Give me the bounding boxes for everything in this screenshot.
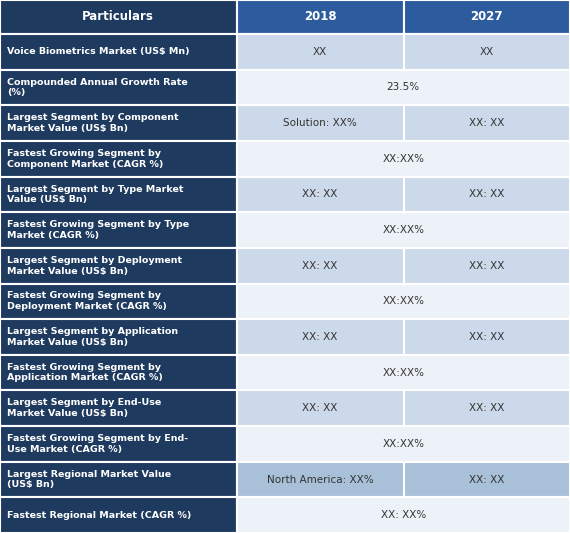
Bar: [404, 248, 570, 284]
Bar: [0, 212, 237, 248]
Text: XX: XX: XX: XX: [469, 474, 504, 484]
Text: 2018: 2018: [304, 11, 336, 23]
Bar: [404, 106, 570, 141]
Text: XX: XX: XX: XX: [469, 403, 504, 413]
Text: XX: XX: [313, 47, 327, 57]
Bar: [0, 70, 237, 106]
Text: Largest Regional Market Value
(US$ Bn): Largest Regional Market Value (US$ Bn): [7, 470, 172, 489]
Bar: [237, 212, 570, 248]
Text: XX:XX%: XX:XX%: [382, 439, 424, 449]
Text: XX: XX: XX: XX: [302, 189, 338, 199]
Text: Fastest Growing Segment by Type
Market (CAGR %): Fastest Growing Segment by Type Market (…: [7, 220, 190, 240]
Bar: [237, 141, 570, 176]
Text: Largest Segment by End-Use
Market Value (US$ Bn): Largest Segment by End-Use Market Value …: [7, 398, 162, 418]
Bar: [237, 462, 404, 497]
Bar: [0, 0, 237, 34]
Text: North America: XX%: North America: XX%: [267, 474, 373, 484]
Text: XX:XX%: XX:XX%: [382, 296, 424, 306]
Bar: [237, 106, 404, 141]
Bar: [404, 319, 570, 355]
Bar: [237, 0, 404, 34]
Text: XX: XX: XX: XX: [469, 261, 504, 271]
Text: Fastest Growing Segment by
Deployment Market (CAGR %): Fastest Growing Segment by Deployment Ma…: [7, 292, 167, 311]
Text: 23.5%: 23.5%: [386, 83, 420, 92]
Text: XX: XX%: XX: XX%: [381, 510, 426, 520]
Text: Fastest Regional Market (CAGR %): Fastest Regional Market (CAGR %): [7, 511, 192, 520]
Bar: [237, 497, 570, 533]
Bar: [237, 284, 570, 319]
Bar: [0, 391, 237, 426]
Bar: [237, 391, 404, 426]
Bar: [0, 248, 237, 284]
Bar: [0, 141, 237, 176]
Text: XX: XX: XX: XX: [302, 403, 338, 413]
Bar: [404, 391, 570, 426]
Bar: [404, 176, 570, 212]
Text: XX:XX%: XX:XX%: [382, 154, 424, 164]
Text: Largest Segment by Type Market
Value (US$ Bn): Largest Segment by Type Market Value (US…: [7, 184, 184, 204]
Bar: [0, 426, 237, 462]
Text: XX: XX: XX: XX: [469, 189, 504, 199]
Text: Fastest Growing Segment by End-
Use Market (CAGR %): Fastest Growing Segment by End- Use Mark…: [7, 434, 189, 454]
Text: Solution: XX%: Solution: XX%: [283, 118, 357, 128]
Bar: [237, 34, 404, 70]
Bar: [237, 426, 570, 462]
Bar: [237, 70, 570, 106]
Bar: [0, 284, 237, 319]
Text: Fastest Growing Segment by
Component Market (CAGR %): Fastest Growing Segment by Component Mar…: [7, 149, 164, 168]
Text: Fastest Growing Segment by
Application Market (CAGR %): Fastest Growing Segment by Application M…: [7, 363, 163, 383]
Text: Particulars: Particulars: [82, 11, 154, 23]
Text: XX: XX: XX: XX: [302, 332, 338, 342]
Bar: [0, 176, 237, 212]
Text: XX:XX%: XX:XX%: [382, 368, 424, 377]
Bar: [404, 0, 570, 34]
Bar: [0, 497, 237, 533]
Text: XX: XX: XX: XX: [469, 118, 504, 128]
Bar: [237, 248, 404, 284]
Text: Largest Segment by Component
Market Value (US$ Bn): Largest Segment by Component Market Valu…: [7, 113, 179, 133]
Text: XX: XX: XX: XX: [302, 261, 338, 271]
Bar: [0, 34, 237, 70]
Text: Largest Segment by Deployment
Market Value (US$ Bn): Largest Segment by Deployment Market Val…: [7, 256, 182, 276]
Bar: [0, 106, 237, 141]
Text: XX: XX: XX: XX: [469, 332, 504, 342]
Text: Compounded Annual Growth Rate
(%): Compounded Annual Growth Rate (%): [7, 78, 188, 98]
Bar: [237, 355, 570, 391]
Bar: [404, 34, 570, 70]
Text: Largest Segment by Application
Market Value (US$ Bn): Largest Segment by Application Market Va…: [7, 327, 178, 347]
Text: Voice Biometrics Market (US$ Mn): Voice Biometrics Market (US$ Mn): [7, 47, 190, 56]
Bar: [0, 462, 237, 497]
Bar: [237, 176, 404, 212]
Text: XX:XX%: XX:XX%: [382, 225, 424, 235]
Text: XX: XX: [479, 47, 494, 57]
Bar: [0, 319, 237, 355]
Text: 2027: 2027: [470, 11, 503, 23]
Bar: [237, 319, 404, 355]
Bar: [404, 462, 570, 497]
Bar: [0, 355, 237, 391]
